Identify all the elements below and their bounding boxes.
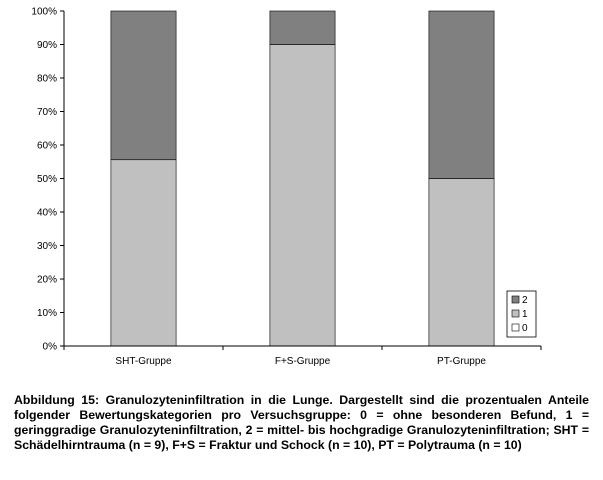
stacked-bar-chart: 0% 10% 20% 30% 40% 50% 60% 70% 80% 90% 100% SHT-Gr… <box>31 7 542 367</box>
bar-segment-1 <box>110 159 177 347</box>
bar-segment-1 <box>428 178 495 347</box>
y-tick-label: 90% <box>37 40 57 51</box>
bars <box>110 10 495 347</box>
x-category-label: SHT-Gruppe <box>115 356 172 367</box>
legend: 2 1 0 <box>506 290 537 338</box>
bar-segment-2 <box>428 10 495 179</box>
y-tick-label: 20% <box>37 275 57 286</box>
y-tick-label: 100% <box>31 7 57 18</box>
x-axis: SHT-Gruppe F+S-Gruppe PT-Gruppe <box>63 345 542 367</box>
legend-label: 1 <box>522 309 528 320</box>
legend-label: 0 <box>522 323 528 334</box>
legend-swatch-0 <box>511 323 520 332</box>
y-tick-label: 60% <box>37 141 57 152</box>
bar-segment-2 <box>269 10 336 45</box>
legend-label: 2 <box>522 295 528 306</box>
x-category-label: F+S-Gruppe <box>275 356 331 367</box>
bar-segment-2 <box>110 10 177 161</box>
x-category-label: PT-Gruppe <box>437 356 486 367</box>
y-tick-label: 70% <box>37 107 57 118</box>
y-tick-label: 80% <box>37 74 57 85</box>
y-tick-label: 10% <box>37 308 57 319</box>
y-axis: 0% 10% 20% 30% 40% 50% 60% 70% 80% 90% 100% <box>31 7 65 353</box>
bar-segment-1 <box>269 44 336 347</box>
y-tick-label: 50% <box>37 174 57 185</box>
legend-swatch-2 <box>511 295 520 304</box>
y-tick-label: 40% <box>37 208 57 219</box>
y-tick-label: 30% <box>37 241 57 252</box>
legend-swatch-1 <box>511 309 520 318</box>
y-tick-label: 0% <box>43 342 58 353</box>
figure-caption: Abbildung 15: Granulozyteninfiltration i… <box>14 393 589 452</box>
